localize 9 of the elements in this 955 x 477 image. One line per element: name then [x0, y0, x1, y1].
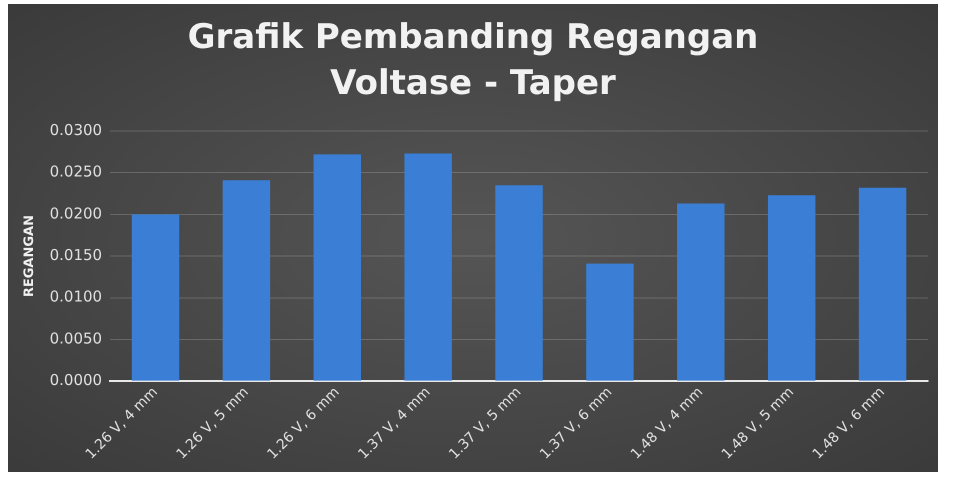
y-tick-label: 0.0300 — [50, 120, 102, 139]
y-tick-label: 0.0050 — [50, 329, 102, 348]
y-tick-label: 0.0250 — [50, 162, 102, 181]
y-axis-title: REGANGAN — [22, 215, 38, 298]
y-tick-label: 0.0100 — [50, 288, 102, 306]
y-tick-label: 0.0150 — [50, 246, 102, 264]
chart-title: Grafik Pembanding Regangan Voltase - Taper — [186, 16, 760, 105]
y-tick-label: 0.0200 — [50, 204, 102, 222]
y-tick-label: 0.0000 — [50, 371, 102, 390]
